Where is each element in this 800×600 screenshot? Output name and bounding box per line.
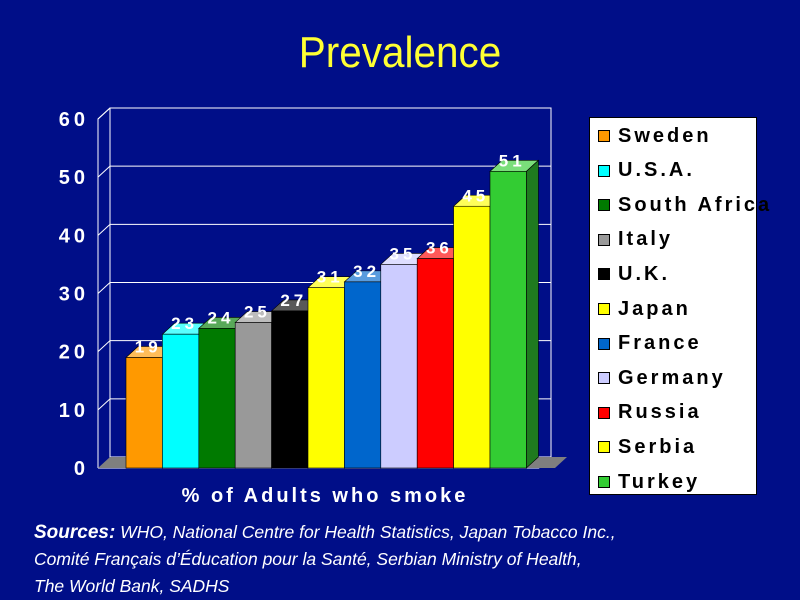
bar: [453, 205, 491, 469]
chart-title: Prevalence: [298, 28, 502, 77]
bar-value-label: 51: [499, 151, 526, 170]
y-tick-label: 50: [59, 167, 89, 189]
sources-line-1: WHO, National Centre for Health Statisti…: [115, 522, 616, 542]
legend-label: Turkey: [618, 470, 701, 493]
legend-label: Sweden: [618, 124, 712, 147]
sources-label: Sources:: [34, 522, 116, 543]
legend-label: U.S.A.: [618, 159, 695, 182]
legend-item: Italy: [598, 228, 673, 252]
gridline-side: [97, 165, 111, 178]
legend-label: Japan: [618, 297, 691, 320]
bar-value-label: 31: [317, 268, 344, 287]
legend-swatch: [598, 303, 610, 315]
y-tick-label: 30: [59, 284, 89, 306]
bar-value-label: 24: [208, 308, 235, 327]
bar-value-label: 35: [390, 244, 417, 263]
legend-item: Serbia: [598, 435, 697, 459]
bar: [271, 310, 309, 469]
x-axis-label: % of Adults who smoke: [182, 485, 469, 507]
legend-swatch: [598, 441, 610, 454]
legend-swatch: [598, 268, 610, 281]
legend-item: U.K.: [598, 262, 670, 286]
floor-stub-right: [526, 457, 567, 468]
legend-label: Germany: [618, 366, 726, 389]
bar-value-label: 32: [353, 262, 380, 281]
bar: [416, 258, 454, 469]
bar-side: [526, 159, 539, 469]
gridline-side: [97, 223, 111, 236]
y-tick-label: 60: [59, 109, 89, 131]
legend-label: Italy: [618, 228, 674, 251]
legend-swatch: [598, 406, 610, 419]
y-tick-label: 40: [59, 225, 89, 247]
sources-note: Sources: WHO, National Centre for Health…: [34, 519, 784, 600]
legend-swatch: [598, 476, 610, 488]
bar: [489, 171, 527, 469]
legend-item: France: [598, 332, 702, 356]
legend-item: South Africa: [598, 193, 772, 217]
legend-item: Turkey: [598, 470, 700, 494]
bars: [98, 159, 567, 469]
legend: Sweden U.S.A. South Africa Italy U.K. Japan Fr…: [589, 117, 769, 495]
bar: [307, 287, 345, 469]
bar: [198, 328, 236, 469]
y-tick-label: 10: [59, 400, 89, 422]
bar: [125, 357, 163, 469]
bar-value-label: 45: [462, 186, 489, 205]
legend-swatch: [598, 199, 610, 212]
gridline-side: [97, 282, 111, 294]
bar: [234, 322, 272, 469]
sources-line-3: The World Bank, SADHS: [34, 576, 230, 596]
data-labels: 19 23 24 25 27 31 32 35 36 45 51: [135, 151, 526, 356]
gridline-side: [97, 340, 111, 353]
legend-swatch: [598, 337, 610, 350]
bar-value-label: 23: [171, 314, 198, 333]
legend-item: Japan: [598, 297, 691, 321]
bar: [380, 264, 418, 469]
legend-label: South Africa: [618, 193, 773, 216]
legend-label: U.K.: [618, 262, 670, 285]
legend-swatch: [598, 372, 610, 385]
legend-item: Sweden: [598, 124, 712, 148]
bar-value-label: 25: [244, 303, 271, 322]
y-axis-ticks: 0 10 20 30 40 50 60: [59, 109, 89, 480]
y-tick-label: 0: [74, 458, 89, 480]
legend-label: Russia: [618, 401, 702, 424]
legend-label: Serbia: [618, 435, 698, 458]
bar-value-label: 27: [280, 291, 307, 310]
legend-label: France: [618, 332, 702, 355]
legend-swatch: [598, 233, 610, 246]
legend-item: U.S.A.: [598, 159, 695, 183]
sources-line-2: Comité Français d’Éducation pour la Sant…: [34, 549, 582, 569]
legend-item: Germany: [598, 366, 726, 390]
bar: [162, 333, 200, 469]
gridline-side: [97, 107, 111, 120]
legend-swatch: [598, 130, 610, 142]
legend-item: Russia: [598, 401, 702, 425]
bar-value-label: 36: [426, 239, 453, 258]
y-tick-label: 20: [59, 342, 89, 364]
legend-swatch: [598, 164, 610, 177]
bar: [344, 281, 382, 469]
bar-value-label: 19: [135, 337, 162, 356]
gridline-side: [97, 398, 111, 411]
